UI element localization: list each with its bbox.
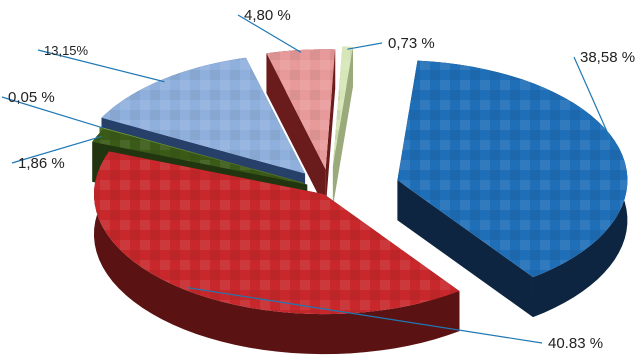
pie-slice-1 [397, 60, 628, 318]
pie-slice-wall [332, 47, 353, 207]
data-label-4: 0,05 % [8, 89, 55, 106]
leader-line [347, 42, 383, 50]
pie-slice-7 [332, 46, 353, 207]
pie-slice-side [93, 151, 460, 355]
pie-slice-wall [325, 49, 336, 210]
pie-slice-wall [397, 180, 533, 318]
pie-slice-wall [266, 53, 326, 210]
leader-line [573, 56, 616, 149]
data-label-1: 38,58 % [580, 49, 635, 66]
leader-line [37, 49, 165, 83]
data-label-5: 13,15% [44, 43, 89, 58]
pie-slice-2 [93, 151, 460, 355]
leader-line [11, 135, 102, 164]
data-label-3: 1,86 % [18, 155, 65, 172]
leader-line [186, 286, 543, 344]
leader-line [1, 96, 104, 129]
data-label-6: 4,80 % [244, 7, 291, 24]
pie-slice-6 [266, 49, 336, 210]
data-label-7: 0,73 % [388, 35, 435, 52]
leader-line [237, 14, 302, 53]
data-label-2: 40.83 % [548, 335, 603, 352]
